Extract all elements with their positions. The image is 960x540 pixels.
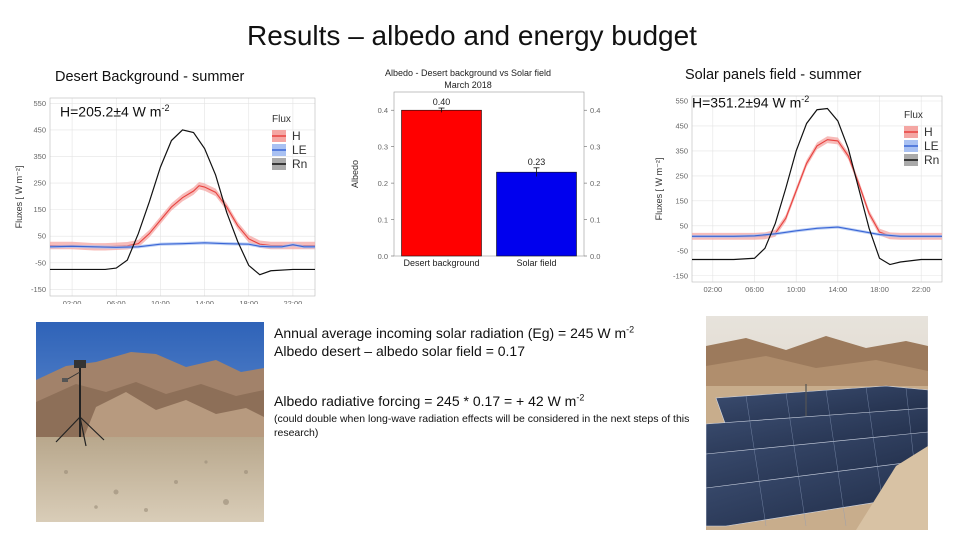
albedo-bar-chart: Albedo - Desert background vs Solar fiel… [350,68,600,268]
solar-h-text: H=351.2±94 W m [692,94,802,111]
y-tick-label: 0.3 [378,143,388,152]
radiation-line: Annual average incoming solar radiation … [274,324,704,342]
series-Rn-line [50,129,315,276]
results-text: Annual average incoming solar radiation … [274,324,704,440]
desert-h-value: H=205.2±4 W m-2 [60,103,169,120]
bar-category-label: Desert background [403,258,479,268]
y-tick-label: 350 [33,152,46,161]
series-Rn-line [692,107,942,266]
legend-label-Rn: Rn [924,153,939,167]
solar-panel-label: Solar panels field - summer [685,67,862,83]
bar-y-axis-label: Albedo [350,160,360,188]
series-LE-line [49,242,315,248]
x-tick-label: 10:00 [787,285,806,294]
bar-1 [496,171,577,257]
solar-h-exponent: -2 [801,94,810,104]
y-tick-label: 150 [675,196,688,205]
y-axis-label: Fluxes [ W m⁻²] [14,166,24,229]
y2-tick-label: 0.1 [590,216,600,225]
desert-flux-chart: 550 450 350 250 150 50 -50 -150 02:00 06:00 10:00 1… [14,97,316,304]
forcing-text: Albedo radiative forcing = 245 * 0.17 = … [274,393,577,409]
series-LE-line [692,226,942,237]
y-tick-label: 0.4 [378,106,388,115]
x-tick-label: 22:00 [912,285,931,294]
y2-tick-label: 0.2 [590,179,600,188]
bar-category-label: Solar field [516,258,556,268]
y-tick-label: 250 [33,179,46,188]
plot-frame [691,95,943,283]
y-tick-label: -150 [31,285,46,294]
x-tick-label: 02:00 [703,285,722,294]
y-tick-label: -150 [673,271,688,280]
y-axis-label: Fluxes [ W m⁻²] [654,158,664,221]
legend-label-LE: LE [292,143,307,157]
y-tick-label: 0.0 [378,252,388,261]
x-tick-label: 06:00 [107,299,126,304]
y-tick-label: 550 [33,99,46,108]
x-tick-label: 18:00 [870,285,889,294]
x-tick-label: 22:00 [284,299,303,304]
forcing-line: Albedo radiative forcing = 245 * 0.17 = … [274,392,704,410]
plot-frame [49,97,316,297]
series-H-band [50,181,315,251]
bar-value-label: 0.23 [528,157,546,167]
y-tick-label: 450 [33,125,46,134]
albedo-difference-line: Albedo desert – albedo solar field = 0.1… [274,343,526,359]
y-tick-label: 50 [38,232,46,241]
legend-label-H: H [924,125,933,139]
bar-chart-subtitle: March 2018 [444,80,492,90]
solar-field-photo [706,316,928,530]
radiation-text: Annual average incoming solar radiation … [274,325,627,341]
bar-value-label: 0.40 [433,97,451,107]
bar-plot-frame [393,91,585,257]
legend-title: Flux [272,114,291,125]
y-tick-label: -50 [35,258,46,267]
desert-h-text: H=205.2±4 W m [60,103,162,120]
x-tick-label: 02:00 [63,299,82,304]
legend-label-Rn: Rn [292,157,307,171]
y-tick-label: 50 [680,221,688,230]
y-tick-label: 150 [33,205,46,214]
forcing-exponent: -2 [576,392,585,403]
x-tick-label: 10:00 [151,299,170,304]
slide-title: Results – albedo and energy budget [247,20,697,51]
y-tick-label: 350 [675,146,688,155]
desert-panel-label: Desert Background - summer [55,69,245,85]
y2-tick-label: 0.4 [590,106,600,115]
legend-label-LE: LE [924,139,939,153]
y-tick-label: 0.1 [378,216,388,225]
solar-flux-chart: 550 450 350 250 150 50 -50 -150 02:00 06:00 10:00 1… [654,95,943,294]
y-tick-label: 550 [675,96,688,105]
x-tick-label: 18:00 [239,299,258,304]
x-tick-label: 14:00 [828,285,847,294]
x-tick-label: 14:00 [195,299,214,304]
spacer [274,360,704,392]
y2-tick-label: 0.3 [590,143,600,152]
desert-photo [36,322,264,522]
bar-0 [401,109,482,257]
legend-title: Flux [904,110,923,121]
y-tick-label: 0.2 [378,179,388,188]
bar-chart-title: Albedo - Desert background vs Solar fiel… [385,68,551,78]
solar-h-value: H=351.2±94 W m-2 [692,94,809,111]
forcing-note: (could double when long-wave radiation e… [274,413,690,439]
radiation-exponent: -2 [626,324,635,335]
y-tick-label: 450 [675,121,688,130]
legend-label-H: H [292,129,301,143]
y-tick-label: -50 [677,246,688,255]
y-tick-label: 250 [675,171,688,180]
desert-h-exponent: -2 [161,103,170,113]
y2-tick-label: 0.0 [590,252,600,261]
x-tick-label: 06:00 [745,285,764,294]
